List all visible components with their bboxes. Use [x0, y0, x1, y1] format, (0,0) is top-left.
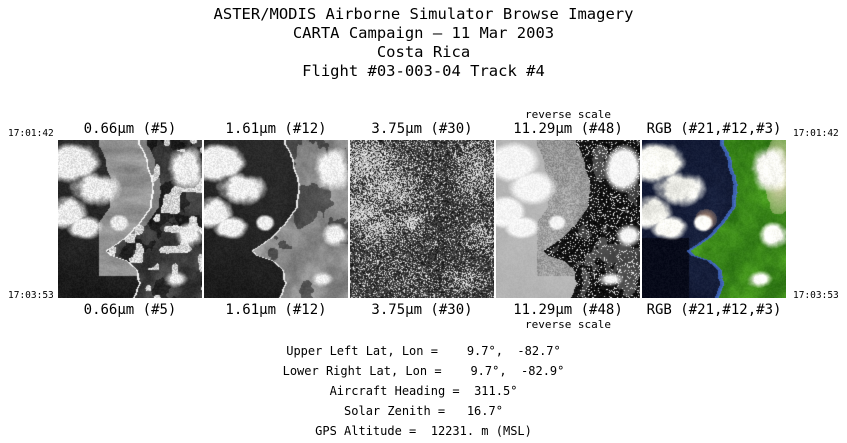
metadata-solar-zenith: Solar Zenith = 16.7° [344, 404, 503, 418]
band-label-top-3: 11.29μm (#48) [513, 121, 623, 137]
band-label-bottom-4: RGB (#21,#12,#3) [646, 302, 782, 318]
title-line-3: Costa Rica [376, 43, 471, 61]
band-label-top-0: 0.66μm (#5) [83, 121, 177, 137]
reverse-scale-note-bottom: reverse scale [524, 318, 612, 331]
metadata-heading: Aircraft Heading = 311.5° [329, 384, 518, 398]
band-label-top-2: 3.75μm (#30) [371, 121, 473, 137]
metadata-lower-right: Lower Right Lat, Lon = 9.7°, -82.9° [282, 364, 565, 378]
panel-rgb [642, 140, 786, 298]
reverse-scale-note-top: reverse scale [524, 108, 612, 121]
band-label-bottom-0: 0.66μm (#5) [83, 302, 177, 318]
metadata-gps-altitude: GPS Altitude = 12231. m (MSL) [315, 424, 532, 438]
metadata-upper-left: Upper Left Lat, Lon = 9.7°, -82.7° [286, 344, 561, 358]
band-label-top-4: RGB (#21,#12,#3) [646, 121, 782, 137]
band-label-bottom-1: 1.61μm (#12) [225, 302, 327, 318]
band-label-top-1: 1.61μm (#12) [225, 121, 327, 137]
satellite-image-canvas [642, 140, 786, 298]
satellite-image-canvas [58, 140, 202, 298]
satellite-image-canvas [350, 140, 494, 298]
band-label-bottom-2: 3.75μm (#30) [371, 302, 473, 318]
band-label-bottom-3: 11.29μm (#48) [513, 302, 623, 318]
start-time-right: 17:01:42 [793, 128, 839, 139]
panel-1-61um [204, 140, 348, 298]
start-time-left: 17:01:42 [8, 128, 54, 139]
panel-0-66um [58, 140, 202, 298]
title-line-1: ASTER/MODIS Airborne Simulator Browse Im… [213, 5, 634, 23]
satellite-image-canvas [496, 140, 640, 298]
title-line-4: Flight #03-003-04 Track #4 [302, 62, 545, 80]
panel-3-75um [350, 140, 494, 298]
title-block: ASTER/MODIS Airborne Simulator Browse Im… [0, 5, 847, 81]
metadata-block: Upper Left Lat, Lon = 9.7°, -82.7° Lower… [0, 341, 847, 441]
end-time-left: 17:03:53 [8, 290, 54, 301]
satellite-image-canvas [204, 140, 348, 298]
panel-11-29um [496, 140, 640, 298]
title-line-2: CARTA Campaign — 11 Mar 2003 [292, 24, 555, 42]
end-time-right: 17:03:53 [793, 290, 839, 301]
